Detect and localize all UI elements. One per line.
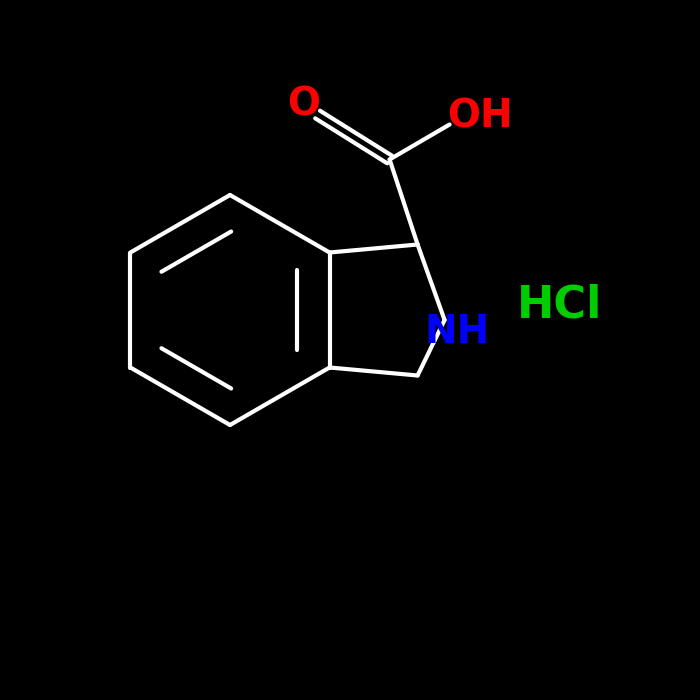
Text: OH: OH <box>447 97 512 136</box>
Text: O: O <box>287 85 320 123</box>
Text: NH: NH <box>424 313 489 351</box>
Text: HCl: HCl <box>517 284 603 326</box>
